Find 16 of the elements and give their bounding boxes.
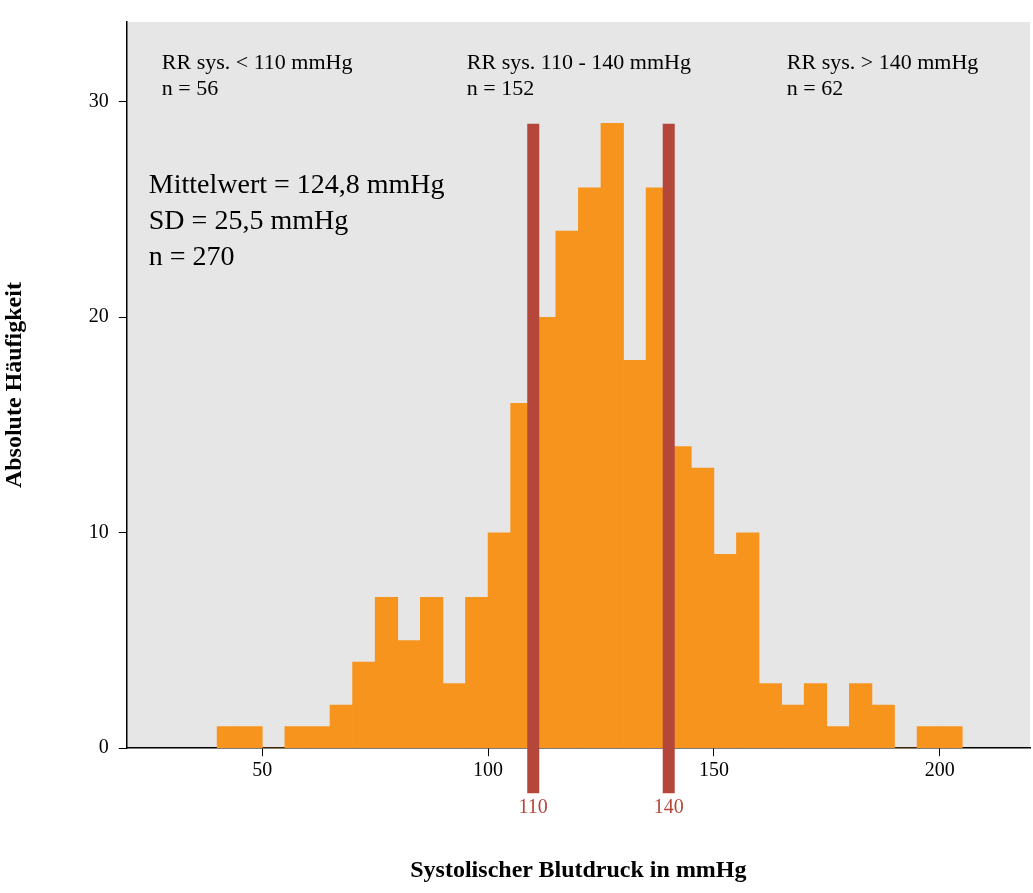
annotation: RR sys. < 110 mmHg n = 56 <box>161 48 353 100</box>
y-tick-label: 0 <box>98 735 109 758</box>
annotation: RR sys. 110 - 140 mmHg n = 152 <box>466 48 691 100</box>
y-tick-label: 30 <box>88 88 109 111</box>
x-tick-label: 150 <box>698 758 729 781</box>
y-tick-label: 10 <box>88 519 109 542</box>
x-tick-label: 100 <box>473 758 504 781</box>
x-tick-label: 50 <box>252 758 273 781</box>
y-tick-label: 20 <box>88 304 109 327</box>
annotation: Mittelwert = 124,8 mmHg SD = 25,5 mmHg n = 270 <box>148 168 445 272</box>
y-axis-title: Absolute Häufigkeit <box>0 282 26 489</box>
ref-line-label: 110 <box>518 795 548 818</box>
annotation: RR sys. > 140 mmHg n = 62 <box>786 48 979 100</box>
x-axis-title: Systolischer Blutdruck in mmHg <box>410 855 747 882</box>
x-tick-label: 200 <box>924 758 955 781</box>
ref-line-label: 140 <box>653 795 684 818</box>
